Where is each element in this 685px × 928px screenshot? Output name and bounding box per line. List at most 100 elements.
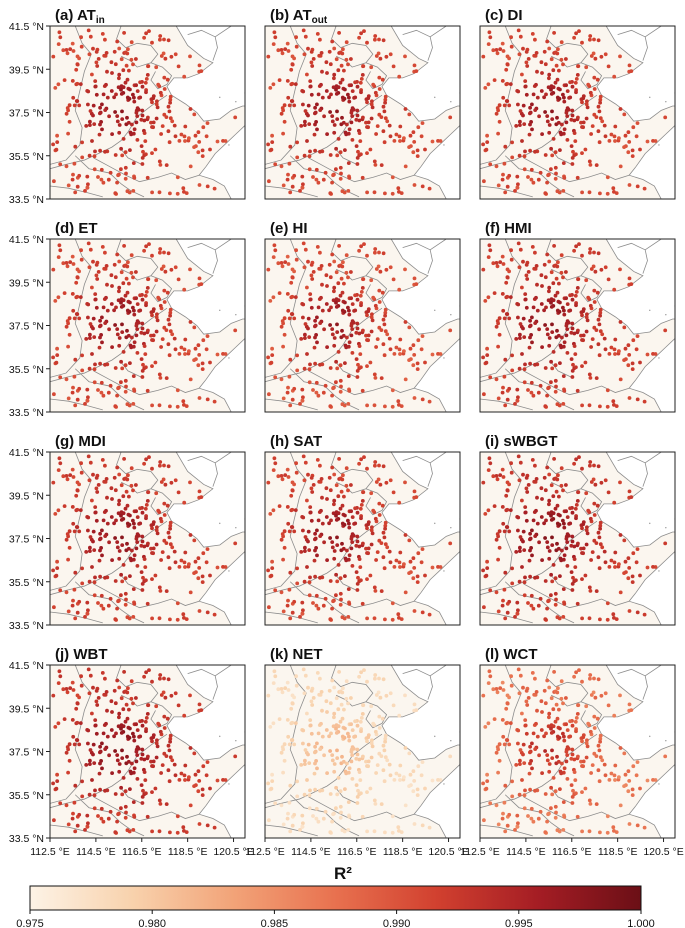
station-point [71, 811, 75, 816]
station-point [303, 322, 308, 326]
station-point [62, 78, 67, 82]
x-tick-label: 112.5 °E [245, 846, 285, 858]
station-point [500, 680, 505, 685]
station-point [501, 521, 506, 526]
station-point [592, 87, 597, 91]
station-point [340, 51, 345, 56]
station-point [112, 262, 117, 267]
station-point [182, 713, 187, 718]
station-point [322, 114, 326, 119]
station-point [412, 566, 417, 570]
station-point [574, 457, 578, 462]
station-point [67, 332, 72, 337]
station-point [430, 139, 435, 144]
station-point [362, 455, 366, 459]
y-tick-label: 37.5 °N [9, 747, 44, 759]
station-point [526, 601, 530, 605]
station-point [589, 480, 594, 484]
station-point [347, 602, 352, 606]
station-point [299, 763, 304, 767]
station-point [200, 787, 205, 792]
station-point [365, 616, 369, 621]
station-point [373, 463, 377, 468]
land-area [50, 452, 245, 625]
station-point [120, 543, 125, 547]
station-point [618, 107, 623, 111]
station-point [117, 46, 122, 51]
station-point [518, 460, 523, 465]
station-point [182, 403, 186, 407]
station-point [508, 295, 513, 299]
station-point [330, 252, 335, 257]
station-point [381, 251, 386, 256]
station-point [397, 773, 402, 778]
station-point [539, 515, 544, 519]
station-point [335, 330, 340, 334]
station-point [514, 550, 519, 554]
station-point [131, 587, 136, 591]
island [228, 144, 230, 146]
station-point [270, 779, 275, 783]
station-point [313, 537, 317, 542]
station-point [518, 123, 522, 127]
station-point [142, 248, 147, 253]
station-point [542, 734, 546, 739]
station-point [362, 668, 366, 672]
station-point [359, 31, 363, 36]
index-name: NET [293, 646, 323, 663]
station-point [391, 490, 396, 495]
station-point [103, 534, 108, 538]
station-point [436, 565, 440, 569]
station-point [574, 670, 578, 675]
station-point [103, 463, 107, 468]
station-point [134, 110, 139, 115]
station-point [151, 764, 156, 769]
station-point [123, 719, 128, 724]
station-point [377, 501, 382, 506]
station-point [545, 332, 550, 337]
station-point [593, 482, 598, 487]
station-point [90, 778, 94, 782]
station-point [144, 503, 149, 507]
station-point [117, 556, 122, 561]
station-point [403, 533, 408, 537]
station-point [414, 282, 419, 286]
station-point [99, 816, 104, 821]
station-point [536, 390, 541, 395]
station-point [518, 545, 522, 550]
station-point [72, 742, 77, 747]
station-point [164, 376, 169, 380]
station-point [570, 297, 575, 302]
station-point [528, 531, 532, 536]
station-point [581, 546, 586, 551]
station-point [553, 804, 558, 809]
station-point [507, 386, 512, 391]
station-point [310, 64, 315, 68]
station-point [131, 189, 136, 193]
station-point [290, 294, 295, 299]
station-point [295, 566, 299, 571]
station-point [555, 541, 559, 546]
station-point [52, 392, 56, 397]
station-point [331, 173, 335, 178]
station-point [115, 39, 120, 44]
station-point [553, 506, 558, 511]
island [649, 309, 651, 312]
station-point [500, 505, 505, 509]
station-point [651, 352, 655, 356]
station-point [495, 51, 500, 56]
station-point [282, 332, 287, 337]
station-point [492, 78, 497, 82]
station-point [75, 507, 80, 512]
station-point [105, 308, 110, 313]
station-point [300, 611, 305, 616]
station-point [77, 103, 82, 108]
station-point [596, 768, 601, 773]
station-point [538, 383, 543, 388]
station-point [119, 305, 124, 309]
station-point [585, 105, 590, 110]
station-point [496, 321, 500, 326]
station-point [611, 399, 616, 404]
station-point [145, 388, 150, 393]
station-point [535, 308, 540, 313]
